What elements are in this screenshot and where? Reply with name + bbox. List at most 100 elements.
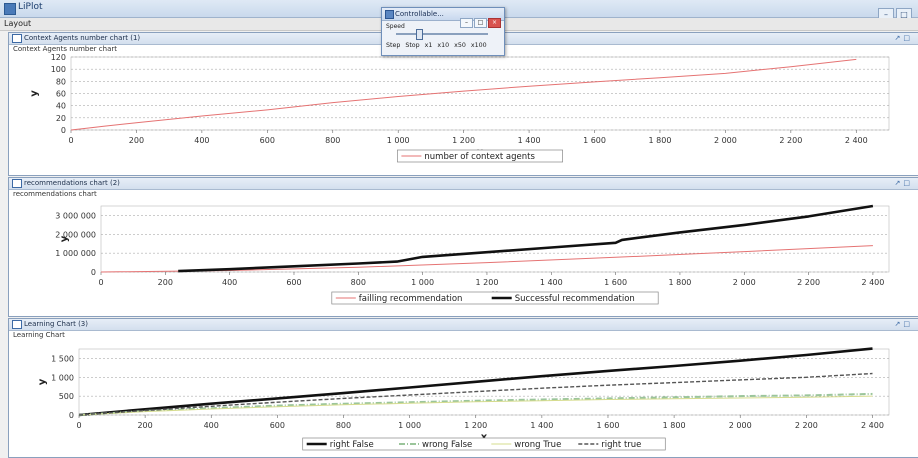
x-tick-label: 1 600 [604, 278, 627, 287]
legend-label: right False [330, 440, 374, 450]
series-line [100, 245, 873, 273]
series-line [78, 392, 873, 416]
panel-title: Context Agents number chart (1) [24, 34, 141, 42]
restore-icon[interactable]: □ [474, 18, 487, 28]
stop-button[interactable]: Stop [405, 42, 420, 49]
x-tick-label: 2 000 [729, 421, 752, 430]
panel-header: Learning Chart (3) ↗□ [9, 319, 918, 331]
speed-label: Speed [386, 23, 405, 30]
panel-window-icon [12, 179, 22, 188]
y-tick-label: 120 [51, 53, 66, 62]
x-tick-label: 2 000 [714, 136, 737, 145]
x-axis-label: x [481, 432, 488, 443]
legend-box [397, 149, 563, 163]
x-tick-label: 600 [260, 136, 275, 145]
panel-title: Learning Chart (3) [24, 320, 88, 328]
panel-header: recommendations chart (2) ↗□ [9, 178, 918, 190]
x-tick-label: 1 800 [663, 421, 686, 430]
x-tick-label: 2 400 [861, 278, 884, 287]
x-tick-label: 600 [270, 421, 285, 430]
x-tick-label: 2 200 [797, 278, 820, 287]
x-tick-label: 1 400 [518, 136, 541, 145]
y-tick-label: 3 000 000 [55, 211, 96, 220]
chart-subtitle: recommendations chart [13, 190, 97, 198]
legend-label: right true [601, 440, 641, 450]
speed-slider[interactable] [396, 29, 488, 40]
x-tick-label: 0 [98, 278, 103, 287]
x-tick-label: 2 200 [795, 421, 818, 430]
speed-x1-button[interactable]: x1 [424, 42, 433, 49]
x-tick-label: 800 [336, 421, 351, 430]
x-tick-label: 800 [325, 136, 340, 145]
window-title: LiPlot [18, 2, 43, 12]
x-tick-label: 200 [137, 421, 152, 430]
y-tick-label: 60 [56, 90, 66, 99]
x-tick-label: 1 200 [476, 278, 499, 287]
speed-x10-button[interactable]: x10 [437, 42, 450, 49]
y-axis-label: y [29, 90, 40, 97]
y-tick-label: 2 000 000 [55, 230, 96, 239]
speed-x50-button[interactable]: x50 [454, 42, 466, 49]
x-tick-label: 1 800 [649, 136, 672, 145]
y-tick-label: 1 000 000 [55, 249, 96, 258]
panel-detach-icon[interactable]: ↗□ [894, 320, 913, 328]
x-tick-label: 0 [68, 136, 73, 145]
x-tick-label: 400 [222, 278, 237, 287]
x-tick-label: 2 400 [861, 421, 884, 430]
x-tick-label: 1 200 [452, 136, 475, 145]
controller-app-icon [385, 10, 394, 19]
x-tick-label: 1 200 [464, 421, 487, 430]
y-tick-label: 20 [56, 114, 66, 123]
speed-x100-button[interactable]: x100 [470, 42, 487, 49]
x-tick-label: 200 [158, 278, 173, 287]
x-tick-label: 1 000 [411, 278, 434, 287]
series-line [70, 58, 857, 131]
close-icon[interactable]: × [488, 18, 501, 28]
chart-subtitle: Context Agents number chart [13, 45, 117, 53]
x-tick-label: 1 800 [668, 278, 691, 287]
panel-detach-icon[interactable]: ↗□ [894, 34, 913, 42]
y-axis-label: y [37, 378, 48, 385]
x-tick-label: 800 [351, 278, 366, 287]
y-tick-label: 1 500 [51, 354, 74, 363]
speed-slider-thumb[interactable] [416, 29, 423, 40]
legend-label: failling recommendation [359, 294, 463, 304]
chart-learning: 0 500 1 000 1 500 0 200 400 600 800 1 000 1 200 1 4… [37, 347, 890, 451]
panel-detach-icon[interactable]: ↗□ [894, 179, 913, 187]
chart-panel-learning: Learning Chart (3) ↗□ Learning Chart 0 50… [8, 318, 918, 458]
controller-window-controls: – □ × [459, 9, 501, 28]
x-tick-label: 1 400 [540, 278, 563, 287]
x-tick-label: 1 400 [530, 421, 553, 430]
series-line [178, 204, 874, 273]
x-tick-label: 1 000 [387, 136, 410, 145]
series-line [78, 372, 873, 416]
y-axis-label: y [59, 235, 70, 242]
y-tick-label: 0 [69, 411, 74, 420]
series-line [78, 347, 873, 417]
panel-window-icon [12, 320, 22, 329]
y-tick-label: 0 [61, 126, 66, 135]
panel-window-icon [12, 34, 22, 43]
minimize-icon[interactable]: – [460, 18, 473, 28]
y-tick-label: 500 [59, 392, 74, 401]
y-tick-label: 0 [91, 268, 96, 277]
x-tick-label: 2 000 [733, 278, 756, 287]
chart-subtitle: Learning Chart [13, 331, 65, 339]
x-tick-label: 2 400 [845, 136, 868, 145]
x-tick-label: 1 600 [583, 136, 606, 145]
y-tick-label: 100 [51, 65, 66, 74]
controller-buttons: Step Stop x1 x10 x50 x100 [386, 42, 492, 49]
controller-title-bar[interactable]: Controllable... – □ × [382, 8, 504, 28]
legend-label: number of context agents [424, 152, 535, 162]
series-line [78, 395, 873, 416]
chart-panel-recommendations: recommendations chart (2) ↗□ recommendat… [8, 177, 918, 317]
y-tick-label: 1 000 [51, 373, 74, 382]
legend-label: wrong False [422, 440, 472, 450]
controller-window: Controllable... – □ × Speed Step Stop x1 x10 x… [381, 7, 505, 56]
legend-box [302, 437, 666, 451]
x-tick-label: 1 600 [597, 421, 620, 430]
x-tick-label: 400 [194, 136, 209, 145]
menu-layout[interactable]: Layout [4, 19, 32, 28]
step-button[interactable]: Step [386, 42, 401, 49]
legend-label: wrong True [514, 440, 561, 450]
